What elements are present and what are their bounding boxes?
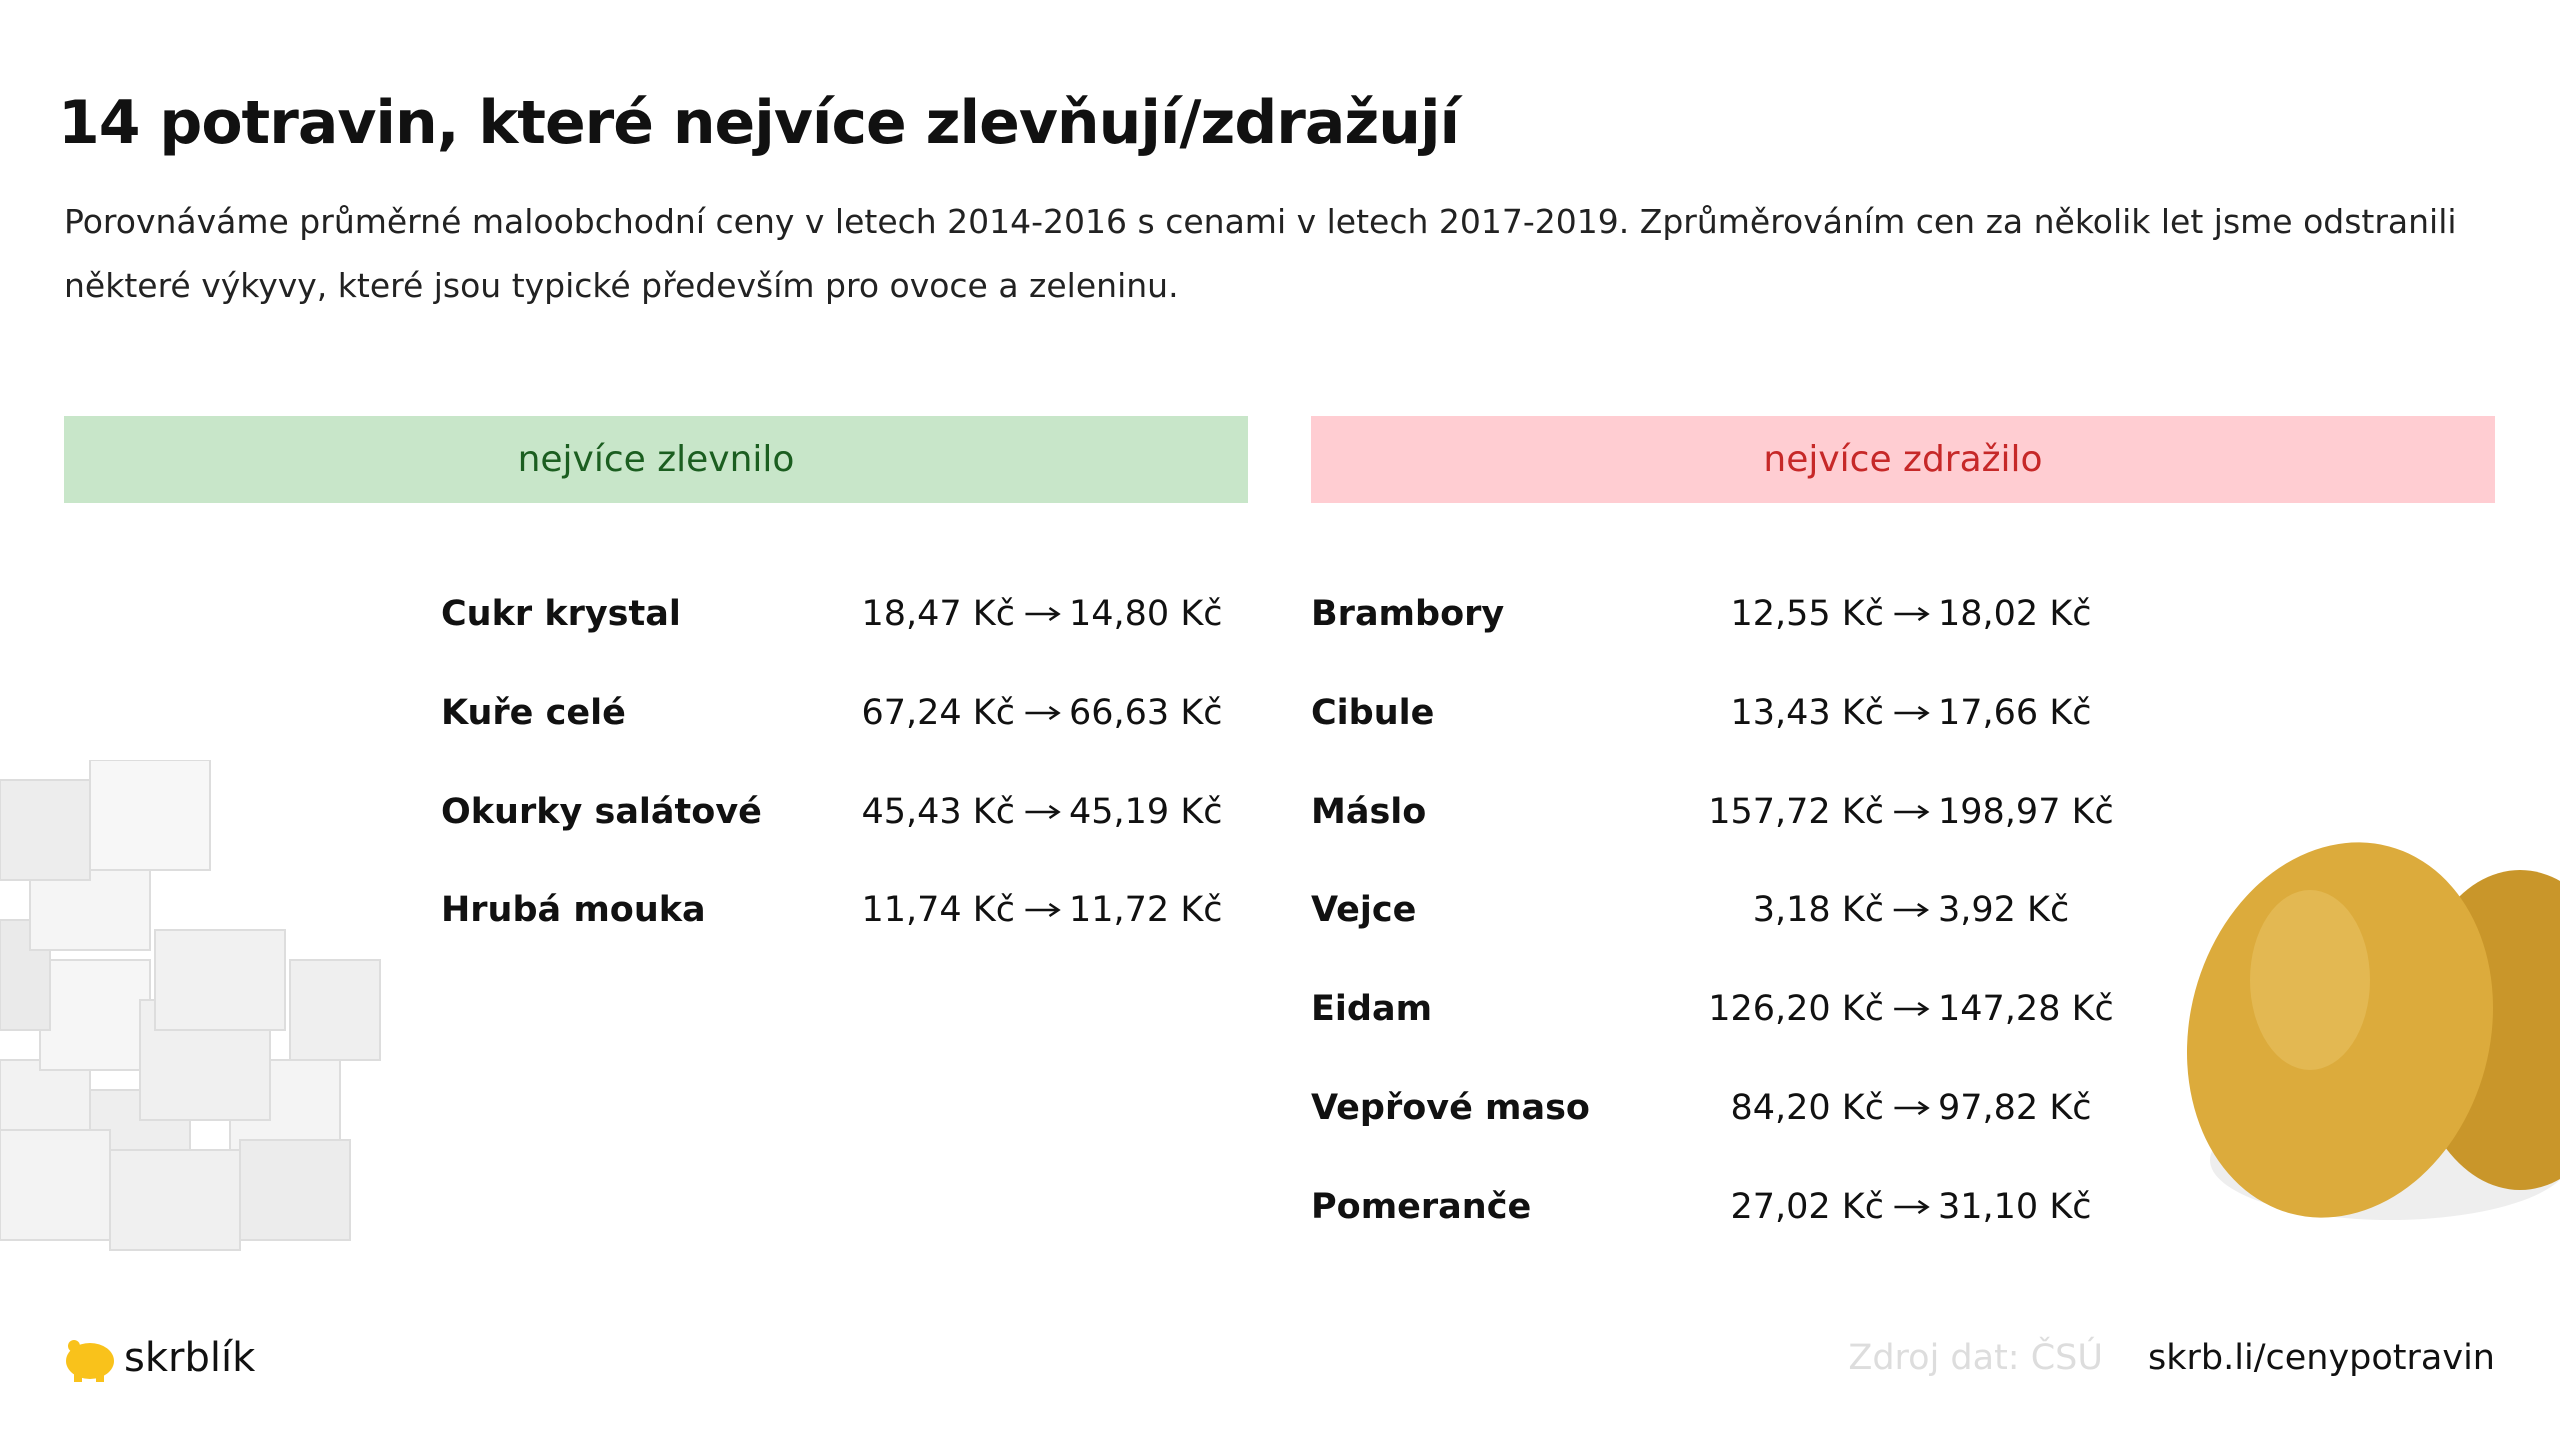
price-to: 18,02 Kč — [1938, 594, 2092, 634]
arrow — [1025, 705, 1061, 720]
logo-icon — [66, 1340, 114, 1382]
price-to: 14,80 Kč — [1069, 594, 1223, 634]
item-name: Pomeranče — [1311, 1186, 1532, 1227]
source: Zdroj dat: ČSÚ — [1848, 1338, 2103, 1378]
price-from: 27,02 Kč — [1730, 1186, 1884, 1227]
arrow — [1894, 606, 1930, 622]
price-to: 31,10 Kč — [1938, 1186, 2092, 1227]
item-name: Cibule — [1311, 692, 1435, 733]
price-to: 11,72 Kč — [1069, 890, 1223, 931]
item-price: 3,18 Kč 3,92 Kč — [1753, 890, 2070, 930]
arrow — [1894, 705, 1930, 720]
price-from: 157,72 Kč — [1708, 791, 1884, 832]
arrow — [1894, 1002, 1930, 1017]
item-name: Okurky salátové — [441, 791, 762, 832]
price-to: 17,66 Kč — [1938, 692, 2092, 733]
price-to: 198,97 Kč — [1938, 791, 2114, 832]
arrow — [1894, 1199, 1930, 1214]
price-from: 84,20 Kč — [1730, 1088, 1884, 1128]
item-name: Cukr krystal — [441, 594, 681, 634]
brand: skrblík — [124, 1335, 256, 1381]
price-from: 18,47 Kč — [861, 594, 1015, 634]
cheaper-header: nejvíce zlevnilo — [64, 416, 1248, 503]
item-name: Vejce — [1311, 890, 1417, 931]
price-to: 147,28 Kč — [1938, 989, 2114, 1030]
arrow — [1894, 903, 1930, 918]
potato-image — [2186, 842, 2560, 1220]
item-price: 45,43 Kč 45,19 Kč — [861, 792, 1222, 832]
price-to: 45,19 Kč — [1069, 791, 1223, 832]
item-price: 84,20 Kč 97,82 Kč — [1730, 1088, 2091, 1128]
item-price: 13,43 Kč 17,66 Kč — [1730, 693, 2091, 733]
link[interactable]: skrb.li/cenypotravin — [2148, 1338, 2495, 1378]
pricier-header: nejvíce zdražilo — [1311, 416, 2495, 503]
item-price: 27,02 Kč 31,10 Kč — [1730, 1187, 2091, 1227]
item-price: 11,74 Kč 11,72 Kč — [861, 890, 1222, 930]
subtitle: Porovnáváme průměrné maloobchodní ceny v… — [64, 202, 2457, 305]
item-name: Máslo — [1311, 791, 1427, 832]
item-price: 126,20 Kč 147,28 Kč — [1708, 989, 2114, 1029]
price-to: 66,63 Kč — [1069, 692, 1223, 733]
item-name: Vepřové maso — [1311, 1088, 1590, 1128]
price-from: 126,20 Kč — [1708, 989, 1884, 1030]
price-from: 67,24 Kč — [861, 692, 1015, 733]
item-price: 67,24 Kč 66,63 Kč — [861, 693, 1222, 733]
arrow — [1894, 804, 1930, 819]
arrow — [1025, 903, 1061, 918]
item-name: Brambory — [1311, 594, 1505, 634]
item-price: 12,55 Kč 18,02 Kč — [1730, 594, 2091, 634]
price-from: 13,43 Kč — [1730, 692, 1884, 733]
price-from: 12,55 Kč — [1730, 594, 1884, 634]
item-price: 18,47 Kč 14,80 Kč — [861, 594, 1222, 634]
price-from: 3,18 Kč — [1752, 890, 1884, 931]
sugar-image — [0, 760, 381, 1251]
item-name: Eidam — [1311, 989, 1433, 1030]
item-name: Kuře celé — [441, 692, 626, 733]
price-from: 11,74 Kč — [861, 890, 1015, 931]
arrow — [1894, 1100, 1930, 1116]
price-from: 45,43 Kč — [861, 791, 1015, 832]
arrow — [1025, 606, 1061, 622]
price-to: 97,82 Kč — [1938, 1088, 2092, 1128]
title: 14 potravin, které nejvíce zlevňují/zdra… — [58, 88, 1460, 158]
arrow — [1025, 804, 1061, 819]
item-name: Hrubá mouka — [441, 890, 706, 931]
price-to: 3,92 Kč — [1938, 890, 2070, 931]
item-price: 157,72 Kč 198,97 Kč — [1708, 792, 2114, 832]
